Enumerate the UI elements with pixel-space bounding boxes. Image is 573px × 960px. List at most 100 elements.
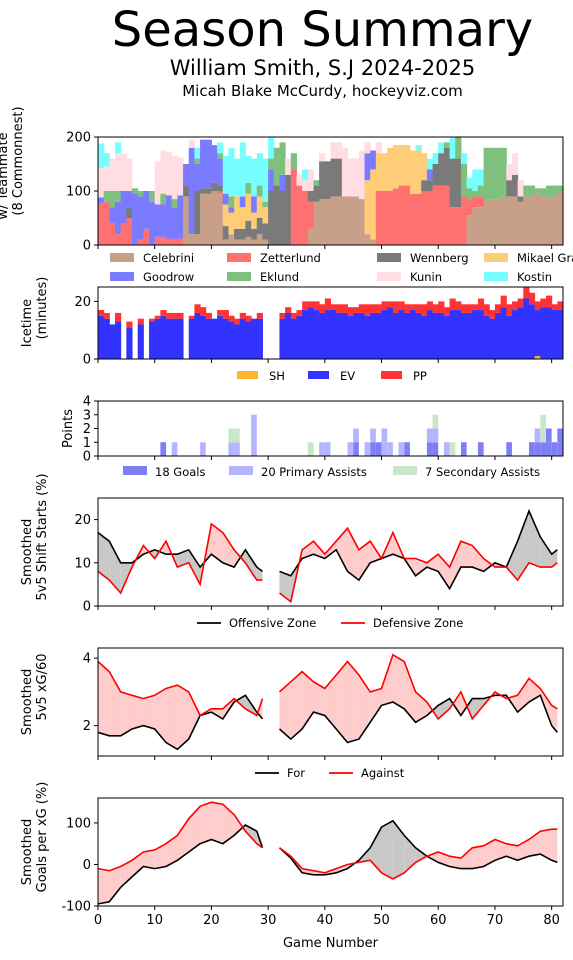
icetime-bar-ev	[506, 315, 513, 359]
goal-bar	[528, 442, 535, 456]
teammate-bar-eklund	[132, 188, 139, 194]
teammate-bar-kostin	[103, 153, 110, 167]
shift_starts-fill	[540, 536, 552, 568]
teammate-bar-kunin	[375, 142, 383, 154]
icetime-bar-pp	[460, 304, 468, 313]
icetime-bar-pp	[392, 301, 400, 313]
teammate-bar-kostin	[449, 137, 456, 159]
icetime-bar-ev	[494, 312, 502, 359]
icetime-bar-pp	[228, 315, 235, 322]
teammate-bar-kostin	[251, 158, 258, 197]
primary-assist-bar	[381, 442, 388, 456]
icetime-bar-ev	[534, 310, 541, 359]
goals_per_xg-fill	[449, 856, 461, 869]
teammate-bar-eklund	[540, 188, 547, 197]
teammate-bar-wennberg	[256, 218, 263, 235]
teammate-bar-zetterlund	[438, 185, 445, 245]
xg60-fill	[370, 688, 382, 723]
icetime-bar-ev	[103, 318, 110, 359]
teammate-bar-eklund	[466, 188, 473, 200]
legend-swatch	[377, 272, 401, 281]
teammate-bar-celebrini	[222, 239, 229, 245]
teammate-bar-zetterlund	[137, 239, 144, 245]
primary-assist-bar	[426, 428, 433, 443]
xg60-fill	[166, 685, 178, 750]
teammate-bar-wennberg	[194, 191, 201, 235]
teammate-bar-mikael-granlund	[256, 196, 263, 218]
xg60-fill	[472, 698, 484, 719]
teammate-bar-kostin	[432, 153, 439, 164]
shift_starts-fill	[472, 545, 484, 572]
icetime-bar-ev	[336, 312, 343, 359]
icetime-bar-pp	[307, 301, 314, 308]
icetime-bar-ev	[426, 310, 434, 359]
teammate-bar-kostin	[234, 158, 241, 197]
teammate-bar-eklund	[455, 137, 462, 159]
teammate-bar-zetterlund	[115, 234, 122, 245]
icetime-bar-ev	[205, 318, 212, 359]
teammate-bar-eklund	[262, 201, 269, 208]
icetime-bar-pp	[188, 315, 195, 319]
teammate-bar-celebrini	[245, 236, 252, 245]
icetime-bar-ev	[455, 310, 462, 359]
xg60-fill	[452, 691, 461, 716]
icetime-bar-pp	[500, 295, 507, 308]
xg60-fill	[236, 695, 246, 709]
goals_per_xg-fill	[540, 829, 552, 861]
icetime-bar-ev	[443, 315, 451, 359]
goal-bar	[545, 442, 552, 456]
goals_per_xg-fill	[336, 864, 348, 873]
teammate-bar-wennberg	[234, 228, 241, 240]
teammate-bar-wennberg	[200, 188, 207, 194]
xg60-fill	[415, 691, 427, 723]
icetime-bar-pp	[506, 304, 513, 316]
icetime-bar-sh	[534, 356, 541, 359]
teammate-bar-celebrini	[364, 234, 371, 245]
goals_per_xg-line-against	[279, 828, 558, 880]
teammate-bar-goodrow	[228, 207, 235, 213]
icetime-bar-ev	[500, 307, 507, 359]
icetime-bar-pp	[472, 304, 479, 311]
teammate-bar-eklund	[160, 193, 167, 205]
x-tick-label: 60	[430, 913, 447, 928]
teammate-bar-zetterlund	[404, 185, 411, 245]
icetime-bar-pp	[324, 298, 331, 311]
legend-swatch	[227, 253, 251, 262]
teammate-bar-goodrow	[426, 169, 434, 181]
goals_per_xg-fill	[426, 852, 439, 863]
teammate-bar-eklund	[494, 147, 502, 200]
shift_starts-line-offensive	[98, 531, 263, 573]
teammate-bar-eklund	[171, 199, 178, 208]
teammate-bar-celebrini	[489, 199, 496, 245]
teammate-bar-wennberg	[285, 174, 292, 245]
legend-label: Kostin	[517, 270, 552, 284]
icetime-bar-pp	[528, 292, 536, 305]
teammate-bar-kunin	[285, 158, 292, 175]
icetime-bar-pp	[336, 304, 343, 313]
goals_per_xg-fill	[415, 847, 427, 863]
teammate-bar-zetterlund	[160, 236, 167, 245]
icetime-bar-ev	[109, 324, 116, 359]
shift_starts-ytick-label: 20	[74, 513, 91, 528]
teammate-bar-kostin	[466, 177, 473, 189]
goals_per_xg-ylabel: Smoothed	[20, 819, 35, 885]
icetime-bar-pp	[126, 321, 133, 328]
goals_per_xg-series	[98, 801, 558, 905]
xg60-ytick-label: 2	[83, 719, 91, 734]
teammate-bar-eklund	[500, 147, 507, 197]
primary-assist-bar	[364, 442, 371, 456]
shift_starts-fill	[415, 558, 427, 576]
icetime-bar-ev	[409, 310, 417, 359]
shift_starts-fill	[528, 510, 541, 568]
teammate-bar-kostin	[455, 121, 461, 137]
teammate-bar-eklund	[228, 196, 235, 208]
teammate-bar-mikael-granlund	[262, 207, 269, 224]
icetime-bar-ev	[460, 312, 468, 359]
teammate-bar-mikael-granlund	[404, 145, 411, 186]
primary-assist-bar	[171, 442, 178, 456]
teammate-bar-wennberg	[330, 158, 337, 197]
icetime-bar-ev	[160, 315, 167, 359]
teammate-bar-eklund	[477, 185, 485, 197]
goals_per_xg-fill	[460, 847, 473, 869]
teammate-bar-zetterlund	[460, 196, 468, 245]
